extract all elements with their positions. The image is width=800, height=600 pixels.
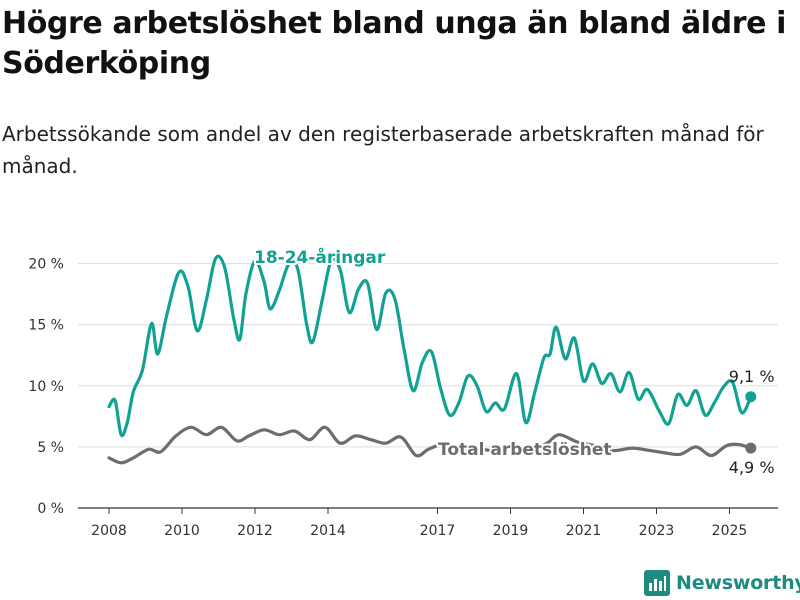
y-tick-label: 5 % bbox=[37, 440, 64, 456]
series-label-total: Total arbetslöshet bbox=[438, 440, 612, 460]
x-tick-label: 2023 bbox=[639, 523, 675, 539]
brand: Newsworthy bbox=[644, 568, 800, 598]
y-tick-label: 10 % bbox=[28, 379, 64, 395]
x-tick-label: 2017 bbox=[420, 523, 456, 539]
series-line-youth bbox=[107, 254, 753, 438]
series-line-total bbox=[107, 425, 753, 465]
y-tick-label: 20 % bbox=[28, 257, 64, 273]
x-tick-label: 2010 bbox=[164, 523, 200, 539]
x-tick-label: 2025 bbox=[712, 523, 748, 539]
x-tick-label: 2021 bbox=[566, 523, 602, 539]
grid-lines bbox=[78, 263, 778, 514]
x-tick-label: 2014 bbox=[310, 523, 346, 539]
brand-name: Newsworthy bbox=[676, 572, 800, 594]
x-tick-label: 2019 bbox=[493, 523, 529, 539]
end-label-total: 4,9 % bbox=[729, 458, 775, 477]
x-tick-label: 2008 bbox=[91, 523, 127, 539]
axis-labels: 0 % 5 % 10 % 15 % 20 % 2008 2010 2012 2014 2017 20… bbox=[28, 257, 747, 539]
y-tick-label: 15 % bbox=[28, 318, 64, 334]
chart-title: Högre arbetslöshet bland unga än bland ä… bbox=[2, 6, 787, 81]
y-tick-label: 0 % bbox=[37, 501, 64, 517]
chart-subtitle: Arbetssökande som andel av den registerb… bbox=[2, 122, 764, 178]
newsworthy-logo-icon bbox=[644, 570, 670, 596]
series-lines bbox=[107, 254, 757, 465]
series-label-youth: 18-24-åringar bbox=[254, 246, 386, 268]
x-tick-label: 2012 bbox=[237, 523, 273, 539]
end-label-youth: 9,1 % bbox=[729, 367, 775, 386]
end-point-youth bbox=[745, 391, 757, 403]
series-labels: 18-24-åringar Total arbetslöshet 9,1 % 4,9 … bbox=[252, 244, 775, 477]
end-point-total bbox=[745, 442, 757, 454]
